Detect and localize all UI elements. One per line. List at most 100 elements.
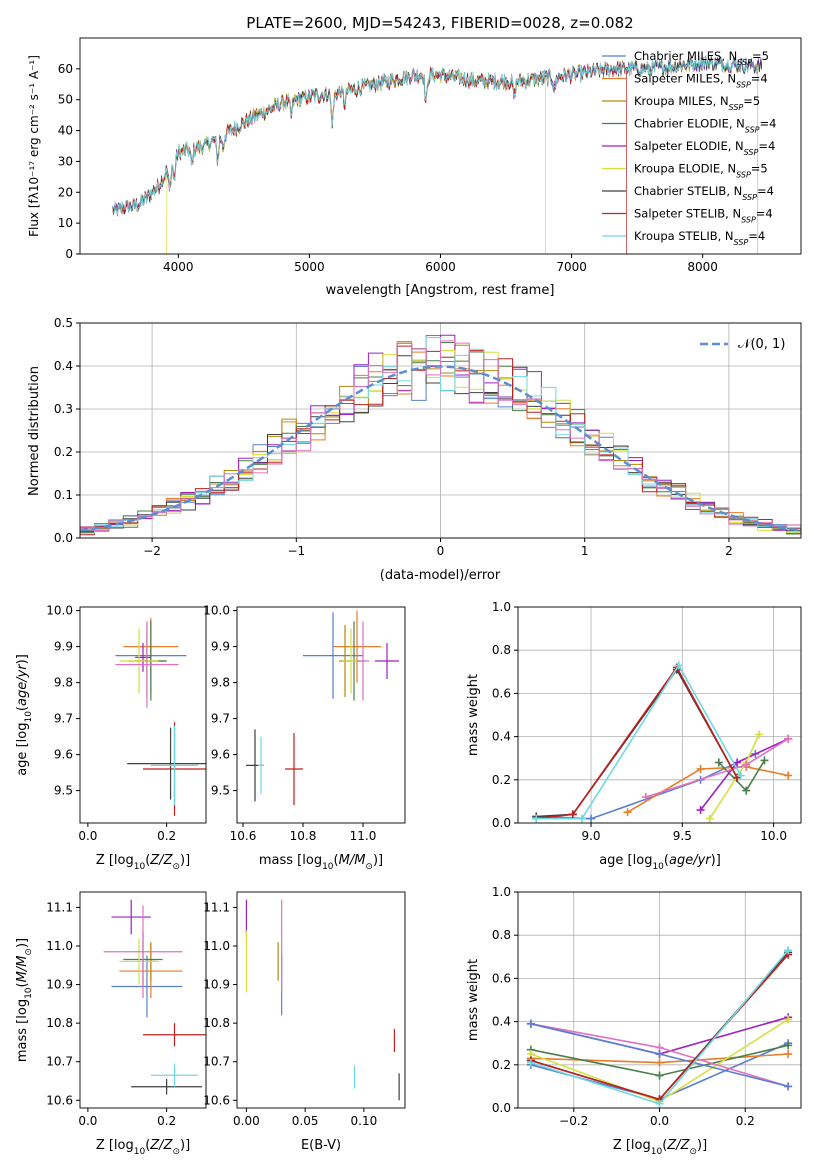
ticks: −0.2 0.0 0.2 0.0 0.2 0.4 0.6 0.8 1.0 bbox=[492, 885, 755, 1128]
chart-spectrum: 4000 5000 6000 7000 8000 0 10 20 30 40 50 60 Chabrie… bbox=[27, 37, 802, 298]
chart-mass_vs_EBV: 0.00 0.05 0.10 10.6 10.7 10.8 10.9 11.0 11.1 E(B-… bbox=[203, 891, 406, 1153]
normal-reference-curve bbox=[80, 365, 801, 532]
y-tick-label: 60 bbox=[58, 62, 73, 76]
axes-frame bbox=[236, 606, 406, 824]
y-tick-label: 0.3 bbox=[54, 402, 73, 416]
ticks: 10.6 10.8 11.0 9.5 9.6 9.7 9.8 9.9 10.0 bbox=[203, 604, 376, 843]
legend-label: Kroupa STELIB, NSSP=4 bbox=[634, 229, 765, 247]
y-tick-label: 1.0 bbox=[492, 600, 511, 614]
y-tick-label: 0.6 bbox=[492, 971, 511, 985]
x-axis-label: Z [log10(Z/Z⊙)] bbox=[96, 1138, 190, 1157]
y-tick-label: 30 bbox=[58, 154, 73, 168]
y-axis-label: mass [log10(M/M⊙)] bbox=[15, 938, 34, 1062]
errorbars bbox=[115, 617, 206, 816]
weight-line bbox=[536, 668, 738, 818]
x-axis-label: age [log10(age/yr)] bbox=[599, 853, 721, 872]
chart-age_vs_Z: 0.0 0.2 9.5 9.6 9.7 9.8 9.9 10.0 Z [log10(Z/Z⊙)]… bbox=[15, 604, 207, 872]
legend-label: Kroupa ELODIE, NSSP=5 bbox=[634, 162, 768, 180]
x-tick-label: 5000 bbox=[294, 260, 325, 274]
y-tick-label: 11.1 bbox=[203, 900, 230, 914]
gridlines bbox=[518, 606, 801, 824]
y-tick-label: 11.0 bbox=[203, 939, 230, 953]
y-tick-label: 0.4 bbox=[492, 1015, 511, 1029]
y-tick-label: 0.0 bbox=[492, 1101, 511, 1115]
y-tick-label: 9.7 bbox=[211, 712, 230, 726]
y-tick-label: 10.0 bbox=[46, 604, 73, 618]
weight-line bbox=[536, 665, 738, 820]
y-tick-label: 0.2 bbox=[54, 445, 73, 459]
weight-line bbox=[536, 663, 742, 820]
x-tick-label: 11.0 bbox=[350, 829, 377, 843]
y-tick-label: 10.6 bbox=[203, 1093, 230, 1107]
y-tick-label: 9.6 bbox=[211, 748, 230, 762]
x-tick-label: 0.2 bbox=[736, 1114, 755, 1128]
y-tick-label: 0.4 bbox=[492, 730, 511, 744]
x-tick-label: 8000 bbox=[687, 260, 718, 274]
y-axis-label: Flux [fλ10⁻¹⁷ erg cm⁻² s⁻¹ A⁻¹] bbox=[27, 55, 41, 237]
x-axis-label: wavelength [Angstrom, rest frame] bbox=[326, 283, 555, 298]
ticks: 0.0 0.2 10.6 10.7 10.8 10.9 11.0 11.1 bbox=[46, 900, 176, 1128]
x-tick-label: 0.2 bbox=[157, 829, 176, 843]
y-tick-label: 10.7 bbox=[46, 1055, 73, 1069]
x-tick-label: 0.10 bbox=[351, 1114, 378, 1128]
y-tick-label: 9.6 bbox=[54, 748, 73, 762]
errorbars bbox=[245, 899, 400, 1101]
x-tick-label: 9.0 bbox=[581, 829, 600, 843]
x-tick-label: 10.8 bbox=[290, 829, 317, 843]
y-tick-label: 11.1 bbox=[46, 900, 73, 914]
x-tick-label: 0.0 bbox=[78, 829, 97, 843]
y-tick-label: 11.0 bbox=[46, 939, 73, 953]
legend-label: Salpeter ELODIE, NSSP=4 bbox=[634, 139, 775, 157]
x-tick-label: 2 bbox=[725, 544, 733, 558]
legend-label: Chabrier MILES, NSSP=5 bbox=[634, 49, 769, 67]
y-tick-label: 0.0 bbox=[492, 816, 511, 830]
plot-area bbox=[526, 946, 793, 1108]
legend-label: Salpeter MILES, NSSP=4 bbox=[634, 72, 768, 90]
x-axis-label: mass [log10(M/M⊙)] bbox=[259, 853, 383, 872]
x-tick-label: 7000 bbox=[556, 260, 587, 274]
y-tick-label: 9.9 bbox=[211, 640, 230, 654]
weight-line bbox=[627, 765, 789, 813]
legend-label: Kroupa MILES, NSSP=5 bbox=[634, 94, 760, 112]
y-tick-label: 10.6 bbox=[46, 1093, 73, 1107]
y-tick-label: 9.8 bbox=[211, 676, 230, 690]
errorbars bbox=[246, 610, 399, 805]
x-axis-label: Z [log10(Z/Z⊙)] bbox=[613, 1138, 707, 1157]
plot-area bbox=[112, 54, 763, 254]
ticks: 9.0 9.5 10.0 0.0 0.2 0.4 0.6 0.8 1.0 bbox=[492, 600, 787, 843]
plot-area bbox=[245, 899, 400, 1101]
y-tick-label: 0.8 bbox=[492, 928, 511, 942]
y-tick-label: 10.7 bbox=[203, 1055, 230, 1069]
weight-line bbox=[536, 753, 756, 820]
y-tick-label: 9.5 bbox=[54, 784, 73, 798]
plot-area bbox=[246, 610, 399, 805]
x-tick-label: 0.0 bbox=[650, 1114, 669, 1128]
y-tick-label: 0.4 bbox=[54, 359, 73, 373]
y-tick-label: 10.8 bbox=[46, 1016, 73, 1030]
x-tick-label: 0.05 bbox=[292, 1114, 319, 1128]
x-axis-label: (data-model)/error bbox=[380, 568, 501, 583]
y-axis-label: Normed distribution bbox=[27, 366, 42, 496]
y-tick-label: 0.5 bbox=[54, 316, 73, 330]
y-tick-label: 10.8 bbox=[203, 1016, 230, 1030]
chart-residuals: −2 −1 0 1 2 0.0 0.1 0.2 0.3 0.4 0.5 𝒩(0, 1) (data-mo… bbox=[27, 316, 802, 583]
x-tick-label: 1 bbox=[581, 544, 589, 558]
chart-mass_vs_Z: 0.0 0.2 10.6 10.7 10.8 10.9 11.0 11.1 Z [log10(Z… bbox=[15, 891, 207, 1157]
y-tick-label: 10.9 bbox=[46, 978, 73, 992]
legend-label: Chabrier STELIB, NSSP=4 bbox=[634, 184, 774, 202]
plot-area bbox=[80, 334, 801, 536]
y-tick-label: 10 bbox=[58, 216, 73, 230]
x-tick-label: 10.6 bbox=[230, 829, 257, 843]
figure-title: PLATE=2600, MJD=54243, FIBERID=0028, z=0… bbox=[246, 14, 633, 32]
axes-layer: 4000 5000 6000 7000 80000102030405060Chabrie… bbox=[15, 37, 802, 1157]
y-axis-label: mass weight bbox=[466, 959, 481, 1041]
errorbars bbox=[103, 899, 206, 1095]
histogram-steps bbox=[80, 334, 801, 536]
spectrum-line bbox=[112, 55, 759, 254]
x-tick-label: −1 bbox=[287, 544, 305, 558]
chart-massweight_vs_Z: −0.2 0.0 0.2 0.0 0.2 0.4 0.6 0.8 1.0 Z [log10(Z/Z… bbox=[466, 885, 802, 1157]
spectrum-lines bbox=[112, 54, 763, 254]
y-tick-label: 0.6 bbox=[492, 686, 511, 700]
y-tick-label: 10.0 bbox=[203, 604, 230, 618]
